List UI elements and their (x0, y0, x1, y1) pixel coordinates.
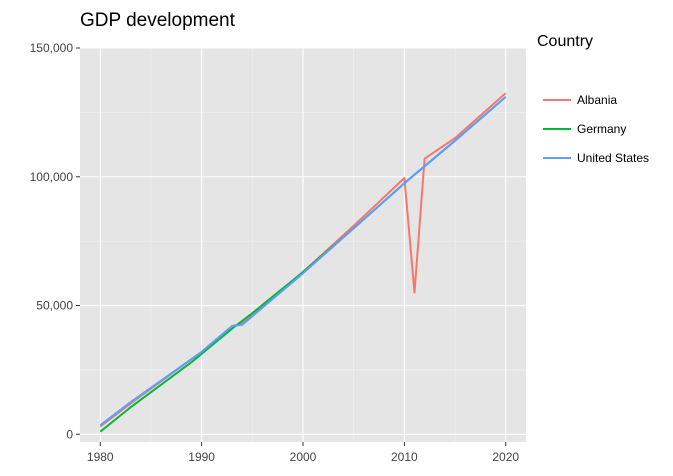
legend-item-albania[interactable]: Albania (577, 93, 617, 107)
chart-title: GDP development (80, 10, 235, 31)
series-lines (99, 92, 507, 433)
y-tick-label: 100,000 (30, 170, 74, 184)
axes: 1980 1990 2000 2010 2020 0 50,000 100,000 150,00… (30, 41, 520, 464)
y-tick-label: 50,000 (36, 299, 73, 313)
legend-title: Country (537, 33, 593, 50)
legend-item-united-states[interactable]: United States (577, 151, 649, 165)
series-line-united-states[interactable] (99, 96, 507, 427)
x-tick-label: 1990 (188, 450, 215, 464)
x-tick-label: 2010 (391, 450, 418, 464)
y-tick-label: 150,000 (30, 41, 74, 55)
x-tick-label: 1980 (87, 450, 114, 464)
legend: Country Albania Germany United States (537, 33, 649, 165)
legend-item-germany[interactable]: Germany (577, 122, 626, 136)
x-tick-label: 2020 (492, 450, 519, 464)
x-tick-label: 2000 (290, 450, 317, 464)
grid-lines (80, 47, 526, 442)
y-tick-label: 0 (66, 427, 73, 441)
